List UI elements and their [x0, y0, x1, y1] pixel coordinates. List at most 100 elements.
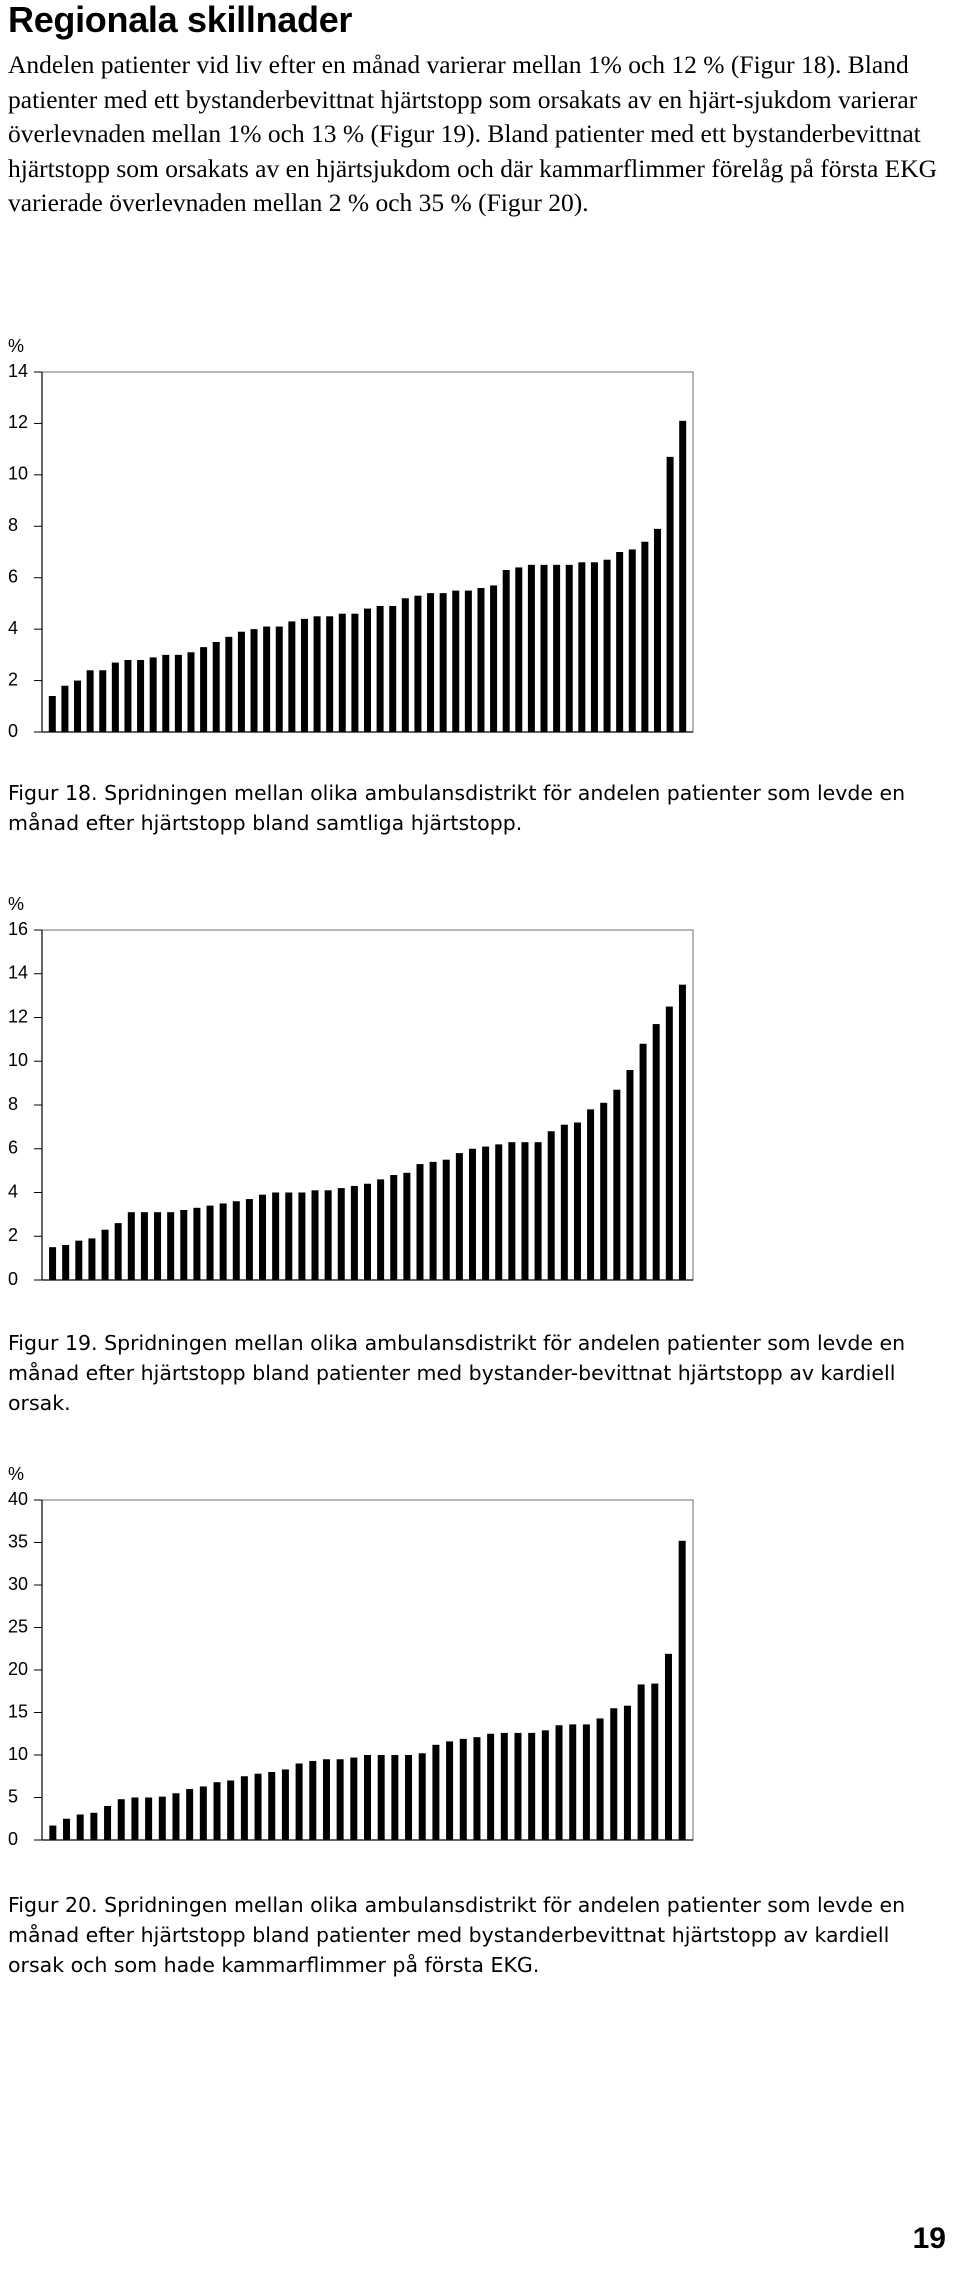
bar [200, 647, 208, 732]
bar [111, 662, 119, 732]
bar [49, 1825, 57, 1840]
bar [127, 1212, 135, 1280]
bar [514, 1732, 522, 1840]
bar [114, 1223, 122, 1281]
figure-20-chart: % 0 5 10 15 20 25 30 35 40 [8, 1464, 694, 1849]
bar [578, 562, 586, 732]
bar [104, 1806, 112, 1840]
y-tick-label: 16 [8, 919, 28, 939]
bar [213, 1782, 221, 1840]
bar [553, 564, 561, 732]
bar [678, 984, 686, 1280]
lead-paragraph: Andelen patienter vid liv efter en månad… [8, 50, 938, 218]
bar [295, 1763, 303, 1840]
bar [547, 1131, 555, 1280]
bar [268, 1772, 276, 1840]
bar [300, 618, 308, 732]
y-tick-label: 8 [8, 1094, 18, 1114]
bar [90, 1812, 98, 1840]
bar [405, 1755, 413, 1840]
bar [541, 1730, 549, 1840]
bar [364, 1183, 371, 1280]
bar [639, 1043, 647, 1280]
bar [534, 1142, 542, 1280]
bar [75, 1240, 83, 1281]
bar [377, 1179, 385, 1281]
bar [590, 562, 598, 732]
bar [678, 1540, 686, 1840]
y-tick-label: 6 [8, 1138, 18, 1158]
bar [311, 1190, 319, 1280]
y-tick-label: 40 [8, 1489, 28, 1509]
bar [490, 585, 498, 732]
bar [250, 629, 258, 732]
bar [442, 1159, 450, 1280]
bar [626, 1070, 634, 1280]
bar [162, 654, 170, 732]
bar [432, 1744, 440, 1840]
bar [275, 626, 283, 732]
bar [62, 1245, 70, 1280]
bar [338, 613, 346, 732]
bar [117, 1799, 125, 1840]
bar [364, 1755, 371, 1840]
bar [337, 1188, 345, 1281]
bar [391, 1755, 399, 1840]
y-tick-label: 14 [8, 963, 28, 983]
bar [326, 616, 334, 732]
bar [272, 1192, 280, 1280]
bar [666, 456, 674, 732]
bar [227, 1780, 235, 1840]
bar [61, 685, 69, 732]
bar [225, 636, 233, 732]
bar [613, 1089, 621, 1280]
bar [603, 559, 611, 732]
bar [199, 1786, 207, 1840]
bar [186, 1789, 194, 1840]
bar [99, 670, 107, 732]
bar [187, 652, 195, 732]
bar [468, 1148, 476, 1280]
y-tick-label: 35 [8, 1531, 28, 1551]
bar [351, 613, 359, 732]
y-tick-label: 14 [8, 361, 28, 381]
bar [477, 588, 485, 732]
bar [569, 1724, 577, 1840]
bar [653, 528, 661, 732]
bar [527, 564, 535, 732]
bar [596, 1718, 604, 1840]
y-axis-unit-label: % [8, 894, 24, 914]
bar [350, 1757, 358, 1840]
bar [401, 598, 409, 732]
bar [240, 1776, 248, 1840]
bar [500, 1732, 508, 1840]
y-tick-label: 15 [8, 1701, 28, 1721]
bar [651, 1683, 659, 1840]
bar [145, 1797, 153, 1840]
y-tick-label: 4 [8, 1181, 18, 1201]
bar [137, 660, 145, 732]
bar [521, 1142, 529, 1280]
bar [464, 590, 472, 732]
y-tick-label: 0 [8, 1829, 18, 1849]
y-tick-label: 2 [8, 669, 18, 689]
bar [429, 1161, 437, 1281]
bar [414, 595, 422, 732]
figure-18-caption: Figur 18. Spridningen mellan olika ambul… [8, 781, 906, 835]
y-tick-label: 10 [8, 1744, 28, 1764]
bar [416, 1164, 424, 1280]
bar [124, 660, 132, 732]
bar [364, 608, 371, 732]
bar [528, 1732, 536, 1840]
bar [390, 1175, 398, 1280]
bar [555, 1725, 563, 1840]
bar [259, 1194, 267, 1280]
bar [560, 1124, 568, 1280]
bar [149, 657, 157, 732]
bar [403, 1172, 411, 1280]
bar [313, 616, 321, 732]
bar [495, 1144, 503, 1281]
bar [237, 631, 245, 732]
y-tick-label: 10 [8, 1050, 28, 1070]
bar [172, 1793, 180, 1840]
